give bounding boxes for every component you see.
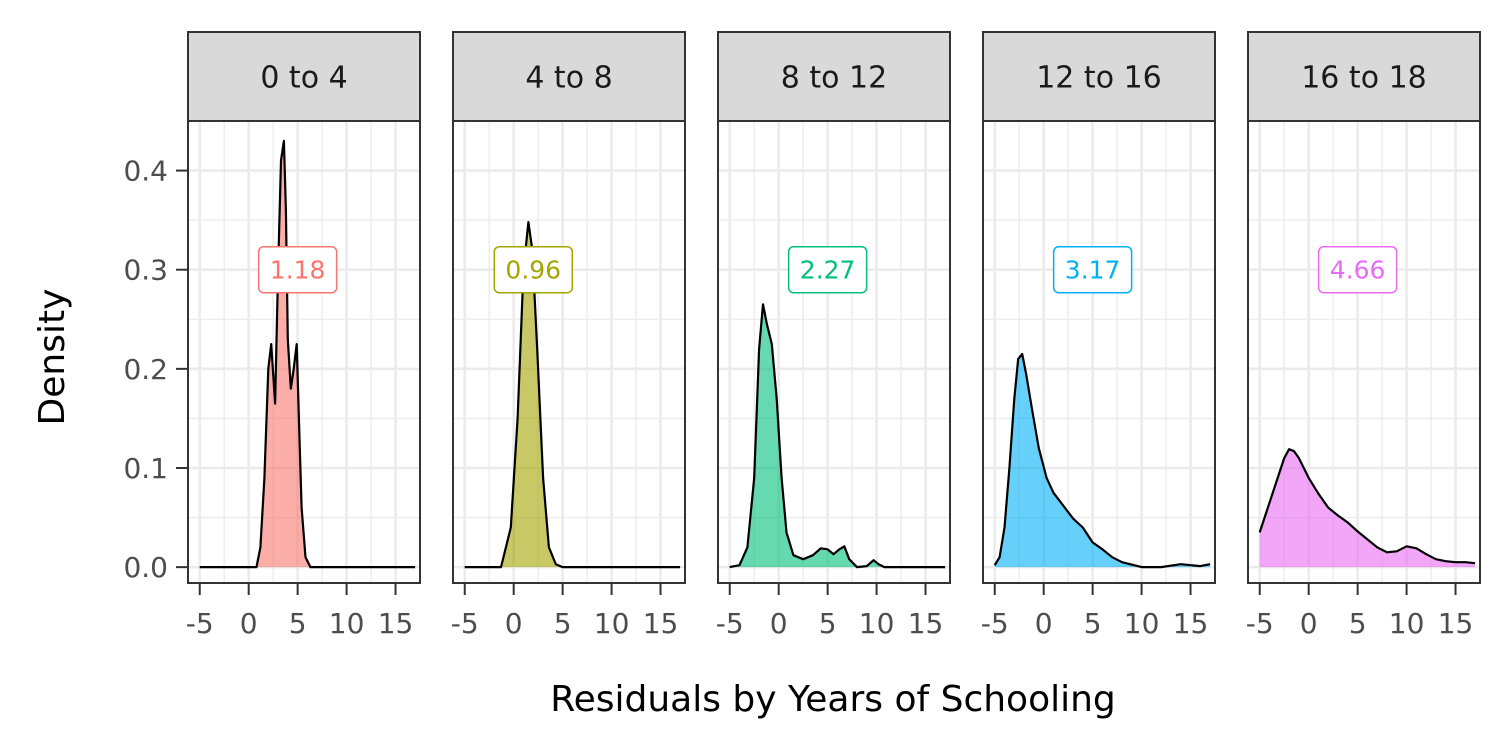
x-tick-label: -5 bbox=[451, 607, 479, 640]
y-tick-label: 0.1 bbox=[123, 452, 168, 485]
density-line bbox=[729, 303, 946, 569]
value-label: 0.96 bbox=[505, 256, 561, 285]
facet-strip bbox=[717, 31, 951, 122]
facet-strip-label: 4 to 8 bbox=[525, 61, 612, 96]
density-area bbox=[1259, 449, 1476, 568]
facet-panel: 2.27 8 to 12 -5 0 5 10 15 bbox=[716, 31, 951, 640]
x-tick-label: 5 bbox=[819, 607, 837, 640]
x-tick-label: 10 bbox=[1389, 607, 1425, 640]
y-axis: 0.0 0.1 0.2 0.3 0.4 bbox=[123, 155, 188, 584]
value-label-box bbox=[493, 245, 574, 294]
value-label: 4.66 bbox=[1330, 256, 1386, 285]
x-tick-label: 15 bbox=[1173, 607, 1209, 640]
y-axis-title: Density bbox=[32, 289, 73, 426]
facet-panel: 3.17 12 to 16 -5 0 5 10 15 bbox=[981, 31, 1216, 640]
x-tick-label: 0 bbox=[1035, 607, 1053, 640]
y-tick-label: 0.2 bbox=[123, 353, 168, 386]
x-tick-label: 15 bbox=[643, 607, 679, 640]
value-label-box bbox=[257, 245, 338, 294]
x-tick-label: 10 bbox=[594, 607, 630, 640]
x-tick-label: -5 bbox=[981, 607, 1009, 640]
facet-panel: 0.96 4 to 8 -5 0 5 10 15 bbox=[451, 31, 686, 640]
facet-strip bbox=[187, 31, 421, 122]
x-tick-label: 5 bbox=[1349, 607, 1367, 640]
x-tick-label: 5 bbox=[289, 607, 307, 640]
density-area bbox=[464, 222, 681, 568]
facet-strip bbox=[982, 31, 1216, 122]
x-tick-label: 5 bbox=[1084, 607, 1102, 640]
panel-background bbox=[188, 121, 420, 583]
facet-strip-label: 16 to 18 bbox=[1301, 61, 1427, 96]
x-axis-title: Residuals by Years of Schooling bbox=[550, 679, 1116, 720]
x-tick-label: 10 bbox=[859, 607, 895, 640]
panel-background bbox=[453, 121, 685, 583]
density-line bbox=[1258, 448, 1476, 565]
density-line bbox=[993, 352, 1211, 569]
facet-strip-label: 12 to 16 bbox=[1036, 61, 1162, 96]
facet-strip bbox=[452, 31, 686, 122]
value-label-box bbox=[1052, 245, 1133, 294]
value-label-box bbox=[1317, 245, 1398, 294]
value-label-box bbox=[787, 245, 868, 294]
value-label: 1.18 bbox=[270, 256, 326, 285]
x-tick-label: 15 bbox=[908, 607, 944, 640]
facet-strip-label: 8 to 12 bbox=[781, 61, 887, 96]
x-tick-label: 10 bbox=[329, 607, 365, 640]
value-label: 3.17 bbox=[1065, 256, 1121, 285]
density-line bbox=[199, 139, 416, 569]
x-tick-label: 15 bbox=[378, 607, 414, 640]
facet-panel: 1.18 0 to 4 -5 0 5 10 15 bbox=[186, 31, 421, 640]
density-area bbox=[994, 354, 1211, 568]
facet-strip bbox=[1247, 31, 1481, 122]
y-tick-label: 0.4 bbox=[123, 155, 168, 188]
x-tick-label: 0 bbox=[240, 607, 258, 640]
x-tick-label: -5 bbox=[1246, 607, 1274, 640]
x-tick-label: 15 bbox=[1438, 607, 1474, 640]
y-tick-label: 0.3 bbox=[123, 254, 168, 287]
y-tick-label: 0.0 bbox=[123, 551, 168, 584]
x-tick-label: -5 bbox=[186, 607, 214, 640]
x-tick-label: 5 bbox=[554, 607, 572, 640]
facet-panel: 4.66 16 to 18 -5 0 5 10 15 bbox=[1246, 31, 1481, 640]
x-tick-label: -5 bbox=[716, 607, 744, 640]
value-label: 2.27 bbox=[800, 256, 856, 285]
facet-panels: 1.180 to 4-5 0 5 10 150.964 to 8-5 0 5 10 152.27… bbox=[186, 31, 1481, 640]
facet-strip-label: 0 to 4 bbox=[260, 61, 347, 96]
x-tick-label: 0 bbox=[770, 607, 788, 640]
x-tick-label: 10 bbox=[1124, 607, 1160, 640]
x-tick-label: 0 bbox=[1300, 607, 1318, 640]
x-tick-label: 0 bbox=[505, 607, 523, 640]
